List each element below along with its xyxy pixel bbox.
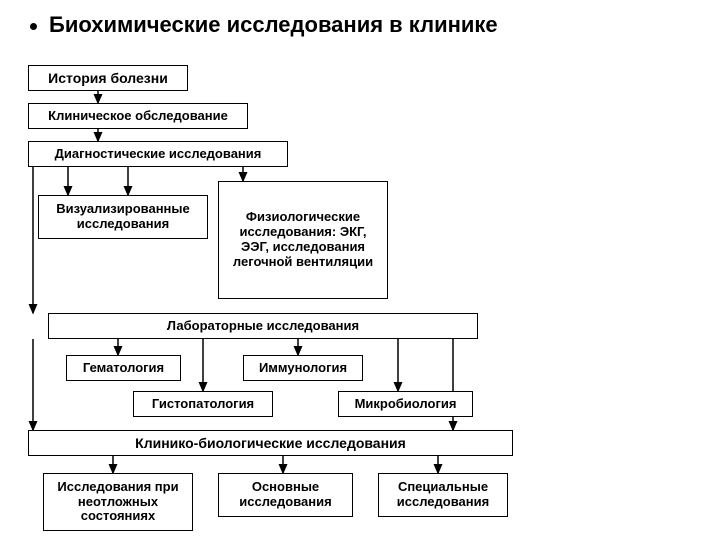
title-text: Биохимические исследования в клинике [49, 12, 498, 37]
node-n7: Гематология [66, 355, 181, 381]
node-n12: Исследования при неотложных состояниях [43, 473, 193, 531]
node-n3: Диагностические исследования [28, 141, 288, 167]
node-n2: Клиническое обследование [28, 103, 248, 129]
page-title: Биохимические исследования в клинике [30, 12, 498, 38]
flowchart: История болезни Клиническое обследование Д… [18, 55, 618, 535]
node-n11: Клинико-биологические исследования [28, 430, 513, 456]
node-n8: Иммунология [243, 355, 363, 381]
node-n14: Специальные исследования [378, 473, 508, 517]
node-n10: Микробиология [338, 391, 473, 417]
node-n5: Физиологические исследования: ЭКГ, ЭЭГ, … [218, 181, 388, 299]
node-n6: Лабораторные исследования [48, 313, 478, 339]
node-n9: Гистопатология [133, 391, 273, 417]
node-n13: Основные исследования [218, 473, 353, 517]
node-n4: Визуализированные исследования [38, 195, 208, 239]
node-n1: История болезни [28, 65, 188, 91]
bullet-icon [30, 23, 37, 30]
